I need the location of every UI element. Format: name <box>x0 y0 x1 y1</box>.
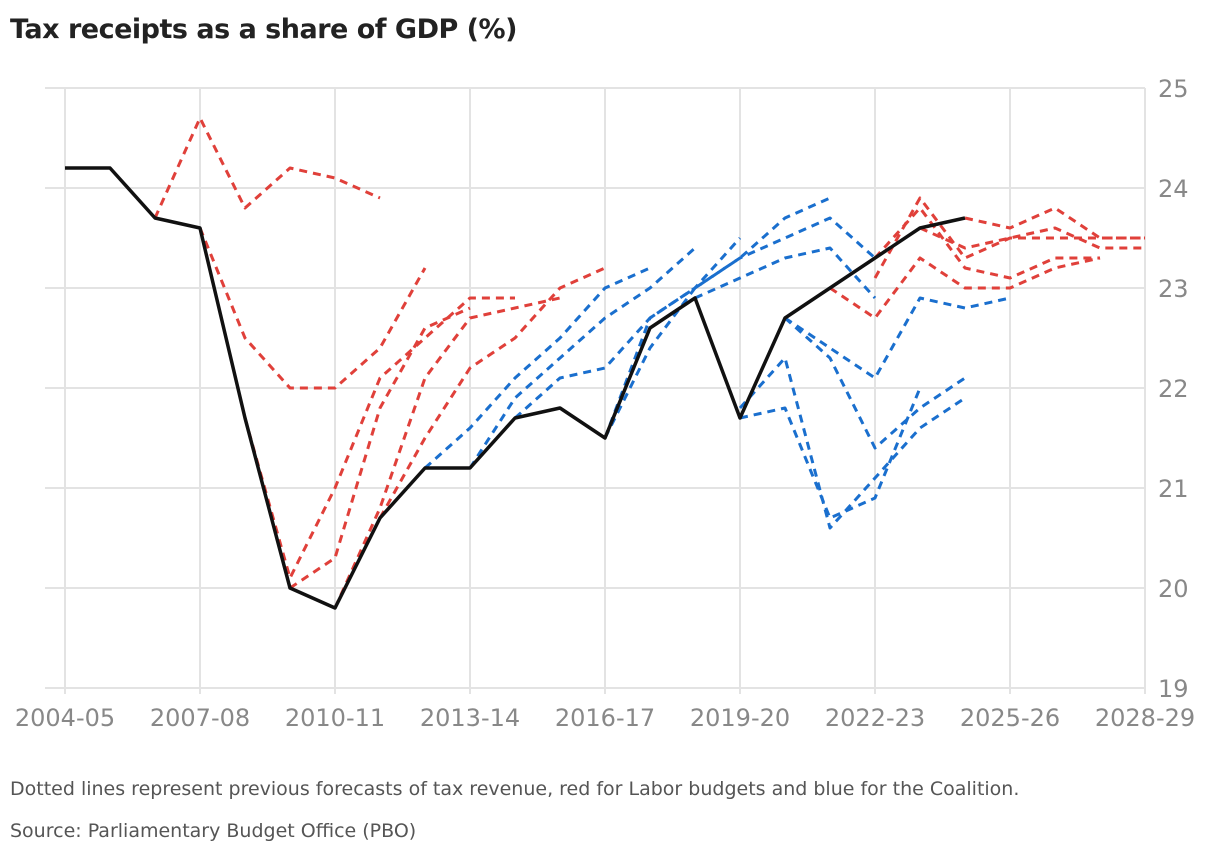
y-tick-label: 25 <box>1158 75 1189 103</box>
coalition-forecast-line <box>514 236 742 420</box>
labor-forecast-line <box>873 206 1100 280</box>
coalition-forecast-line <box>603 216 876 439</box>
coalition-forecast-line <box>424 266 651 470</box>
x-tick-label: 2016-17 <box>555 704 655 732</box>
y-tick-label: 21 <box>1158 475 1189 503</box>
labor-forecast-line <box>198 227 427 390</box>
y-tick-label: 24 <box>1158 175 1189 203</box>
x-tick-label: 2007-08 <box>150 704 250 732</box>
y-tick-label: 22 <box>1158 375 1189 403</box>
x-tick-label: 2028-29 <box>1095 704 1195 732</box>
coalition-forecast-line <box>468 246 696 469</box>
chart-description: Dotted lines represent previous forecast… <box>10 778 1020 800</box>
actual-tax-line <box>65 166 966 610</box>
coalition-forecast-line <box>784 296 1011 380</box>
labor-forecast-line <box>378 266 606 519</box>
labor-forecast-line <box>333 296 561 609</box>
x-tick-label: 2019-20 <box>690 704 790 732</box>
x-tick-label: 2025-26 <box>960 704 1060 732</box>
x-tick-label: 2004-05 <box>15 704 115 732</box>
labor-forecast-line <box>964 206 1145 240</box>
forecast-lines <box>153 116 1145 609</box>
y-axis: 19 20 21 22 23 24 25 <box>1158 75 1189 703</box>
actual-line <box>65 166 966 610</box>
labor-forecast-line <box>873 196 1145 279</box>
labor-forecast-line <box>829 256 1101 320</box>
x-tick-label: 2013-14 <box>420 704 520 732</box>
x-axis: 2004-05 2007-08 2010-11 2013-14 2016-17 2019-… <box>15 704 1195 732</box>
y-tick-label: 19 <box>1158 675 1189 703</box>
coalition-forecast-line <box>739 387 922 520</box>
y-tick-label: 20 <box>1158 575 1189 603</box>
gridlines <box>45 87 1146 694</box>
labor-forecast-line <box>919 226 1145 250</box>
labor-forecast-line <box>153 116 381 219</box>
coalition-forecast-line <box>738 356 966 530</box>
labor-forecast-line <box>243 296 515 580</box>
x-tick-label: 2010-11 <box>285 704 385 732</box>
x-tick-label: 2022-23 <box>825 704 925 732</box>
coalition-forecast-line <box>694 246 877 300</box>
labor-forecast-line <box>289 306 471 590</box>
y-tick-label: 23 <box>1158 275 1189 303</box>
coalition-forecast-line <box>784 316 966 450</box>
chart-title: Tax receipts as a share of GDP (%) <box>10 14 517 45</box>
line-chart: 19 20 21 22 23 24 25 2004-05 2007-08 2010-11 2013… <box>15 75 1195 732</box>
chart-source: Source: Parliamentary Budget Office (PBO… <box>10 820 417 842</box>
